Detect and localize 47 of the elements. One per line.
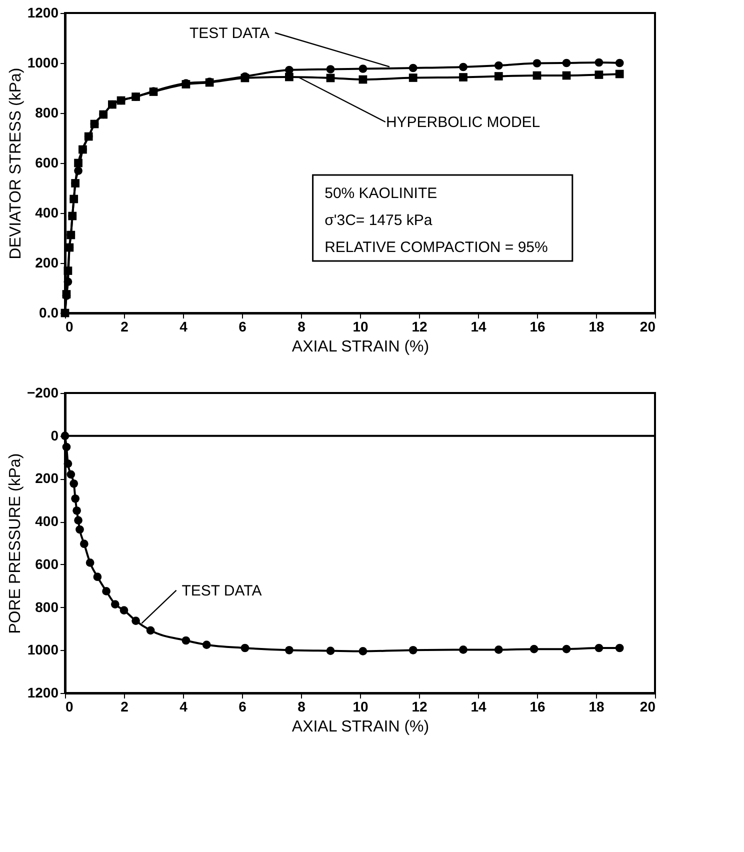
x-axis-title: AXIAL STRAIN (%): [292, 338, 430, 356]
x-tick-label: 16: [530, 698, 546, 714]
y-tick-label: 400: [35, 513, 59, 530]
annotation: σ'3C= 1475 kPa: [324, 212, 433, 229]
x-tick-label: 4: [180, 698, 188, 714]
x-tick-label: 10: [352, 318, 368, 334]
y-tick-label: 0.0: [39, 304, 59, 320]
x-tick-label: 18: [588, 698, 604, 714]
x-tick-label: 0: [66, 698, 74, 714]
y-tick-label: 600: [35, 556, 59, 572]
y-tick-label: 0: [50, 427, 59, 444]
y-tick-label: 800: [35, 598, 59, 615]
y-axis-title: PORE PRESSURE (kPa): [6, 453, 24, 634]
y-tick-label: 1000: [27, 642, 59, 658]
y-tick-label: 1200: [27, 684, 59, 700]
y-tick-label: −200: [26, 384, 59, 400]
y-tick-label: 200: [35, 254, 59, 270]
x-tick-label: 6: [238, 318, 247, 334]
y-tick-label: 400: [35, 204, 59, 220]
x-tick-label: 4: [180, 318, 188, 334]
y-tick-label: 1000: [27, 54, 59, 70]
x-tick-label: 16: [530, 318, 546, 334]
y-tick-label: 600: [35, 154, 59, 170]
x-tick-label: 8: [298, 318, 306, 334]
x-tick-label: 14: [470, 318, 486, 334]
x-tick-label: 0: [66, 318, 74, 334]
x-tick-label: 2: [120, 318, 129, 334]
x-tick-label: 8: [298, 698, 306, 714]
x-tick-label: 12: [412, 698, 428, 714]
annotation: 50% KAOLINITE: [324, 185, 438, 202]
x-tick-label: 2: [120, 698, 129, 714]
annotation: HYPERBOLIC MODEL: [386, 114, 540, 131]
x-tick-label: 20: [640, 698, 656, 714]
x-tick-label: 20: [640, 318, 656, 334]
y-axis-title: DEVIATOR STRESS (kPa): [7, 68, 24, 260]
x-tick-label: 6: [238, 698, 247, 714]
y-tick-label: 200: [35, 470, 59, 486]
y-tick-label: 800: [35, 104, 59, 120]
x-tick-label: 12: [412, 318, 428, 334]
x-tick-label: 14: [470, 698, 486, 714]
x-tick-label: 10: [352, 698, 368, 714]
annotation: TEST DATA: [182, 582, 262, 600]
x-axis-title: AXIAL STRAIN (%): [292, 718, 430, 736]
x-tick-label: 18: [588, 318, 604, 334]
annotation: RELATIVE COMPACTION = 95%: [324, 239, 548, 256]
annotation: TEST DATA: [189, 24, 270, 42]
y-tick-label: 1200: [27, 4, 59, 20]
